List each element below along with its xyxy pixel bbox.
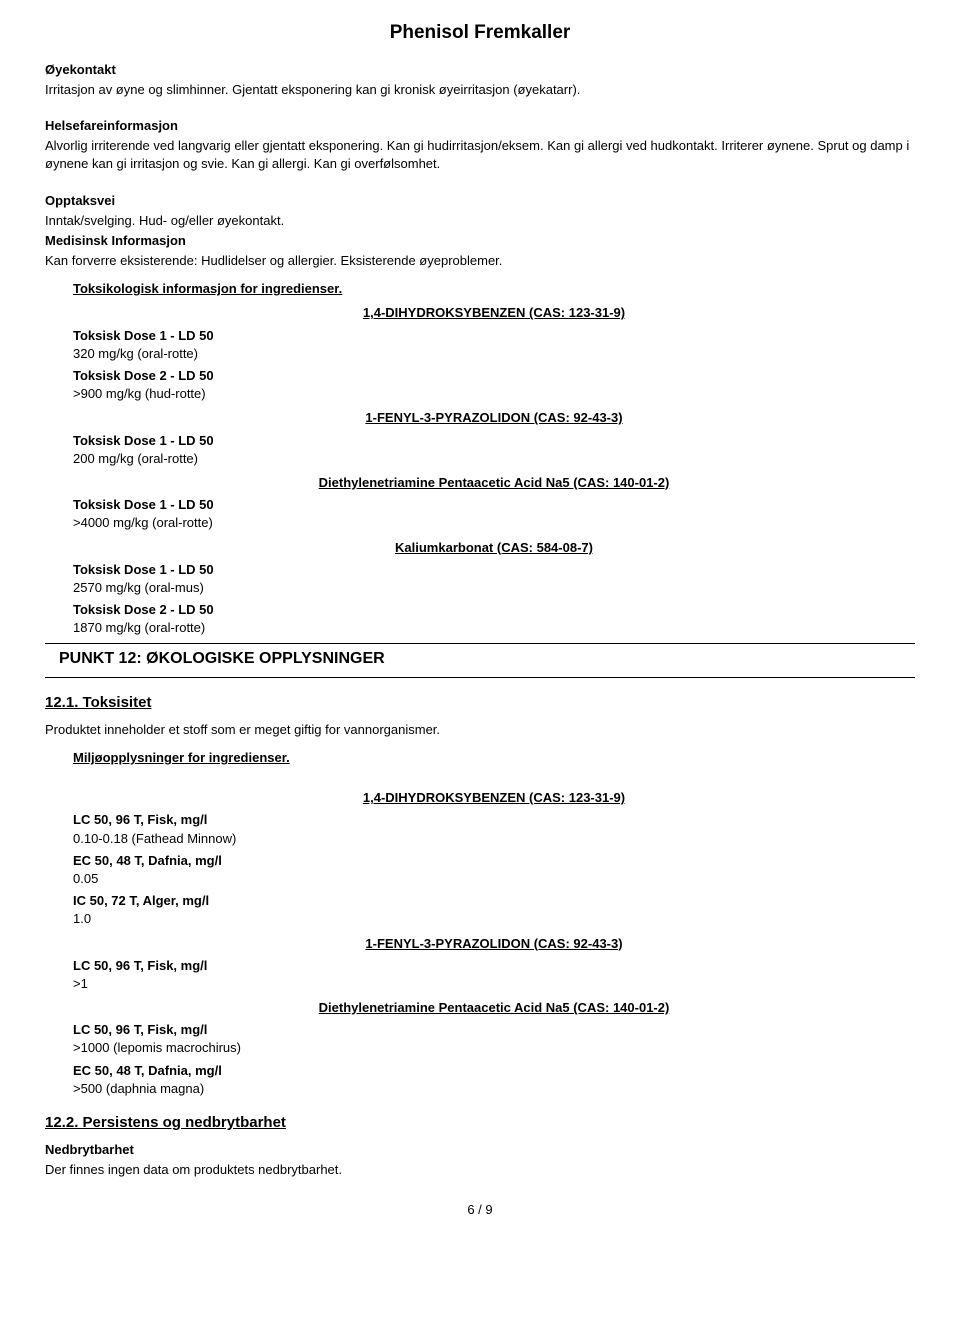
nedbryt-heading: Nedbrytbarhet: [45, 1141, 915, 1159]
eye-text: Irritasjon av øyne og slimhinner. Gjenta…: [45, 81, 915, 99]
env1-ic-label: IC 50, 72 T, Alger, mg/l: [73, 892, 915, 910]
section-12-1-heading: 12.1. Toksisitet: [45, 692, 915, 713]
health-text: Alvorlig irriterende ved langvarig eller…: [45, 137, 915, 173]
divider-top: [45, 643, 915, 644]
env-heading: Miljøopplysninger for ingredienser.: [73, 749, 915, 767]
env3-lc-label: LC 50, 96 T, Fisk, mg/l: [73, 1021, 915, 1039]
env-ingredient-1-name: 1,4-DIHYDROKSYBENZEN (CAS: 123-31-9): [73, 789, 915, 807]
uptake-heading: Opptaksvei: [45, 192, 915, 210]
ing1-d2-label: Toksisk Dose 2 - LD 50: [73, 367, 915, 385]
env1-ec-label: EC 50, 48 T, Dafnia, mg/l: [73, 852, 915, 870]
medinfo-text: Kan forverre eksisterende: Hudlidelser o…: [45, 252, 915, 270]
section-12-2-heading: 12.2. Persistens og nedbrytbarhet: [45, 1112, 915, 1133]
ingredient-3-name: Diethylenetriamine Pentaacetic Acid Na5 …: [73, 474, 915, 492]
punkt-12-heading: PUNKT 12: ØKOLOGISKE OPPLYSNINGER: [59, 648, 915, 670]
env3-ec-label: EC 50, 48 T, Dafnia, mg/l: [73, 1062, 915, 1080]
ing3-d1-label: Toksisk Dose 1 - LD 50: [73, 496, 915, 514]
divider-bottom: [45, 677, 915, 678]
env2-lc-label: LC 50, 96 T, Fisk, mg/l: [73, 957, 915, 975]
env3-lc-value: >1000 (lepomis macrochirus): [73, 1039, 915, 1057]
env2-lc-value: >1: [73, 975, 915, 993]
medinfo-heading: Medisinsk Informasjon: [45, 232, 915, 250]
ing2-d1-label: Toksisk Dose 1 - LD 50: [73, 432, 915, 450]
section-12-1-text: Produktet inneholder et stoff som er meg…: [45, 721, 915, 739]
ing1-d2-value: >900 mg/kg (hud-rotte): [73, 385, 915, 403]
env1-lc-value: 0.10-0.18 (Fathead Minnow): [73, 830, 915, 848]
env-ingredient-3-name: Diethylenetriamine Pentaacetic Acid Na5 …: [73, 999, 915, 1017]
env-ingredient-2-name: 1-FENYL-3-PYRAZOLIDON (CAS: 92-43-3): [73, 935, 915, 953]
page-footer: 6 / 9: [45, 1201, 915, 1219]
ingredient-4-name: Kaliumkarbonat (CAS: 584-08-7): [73, 539, 915, 557]
ing4-d1-value: 2570 mg/kg (oral-mus): [73, 579, 915, 597]
env1-ic-value: 1.0: [73, 910, 915, 928]
env1-ec-value: 0.05: [73, 870, 915, 888]
env1-lc-label: LC 50, 96 T, Fisk, mg/l: [73, 811, 915, 829]
ing1-d1-value: 320 mg/kg (oral-rotte): [73, 345, 915, 363]
page-title: Phenisol Fremkaller: [45, 20, 915, 47]
eye-heading: Øyekontakt: [45, 61, 915, 79]
env3-ec-value: >500 (daphnia magna): [73, 1080, 915, 1098]
nedbryt-text: Der finnes ingen data om produktets nedb…: [45, 1161, 915, 1179]
uptake-text: Inntak/svelging. Hud- og/eller øyekontak…: [45, 212, 915, 230]
ing3-d1-value: >4000 mg/kg (oral-rotte): [73, 514, 915, 532]
ingredient-1-name: 1,4-DIHYDROKSYBENZEN (CAS: 123-31-9): [73, 304, 915, 322]
ing2-d1-value: 200 mg/kg (oral-rotte): [73, 450, 915, 468]
tox-heading: Toksikologisk informasjon for ingrediens…: [73, 280, 915, 298]
ingredient-2-name: 1-FENYL-3-PYRAZOLIDON (CAS: 92-43-3): [73, 409, 915, 427]
health-heading: Helsefareinformasjon: [45, 117, 915, 135]
ing4-d1-label: Toksisk Dose 1 - LD 50: [73, 561, 915, 579]
ing4-d2-label: Toksisk Dose 2 - LD 50: [73, 601, 915, 619]
ing1-d1-label: Toksisk Dose 1 - LD 50: [73, 327, 915, 345]
ing4-d2-value: 1870 mg/kg (oral-rotte): [73, 619, 915, 637]
